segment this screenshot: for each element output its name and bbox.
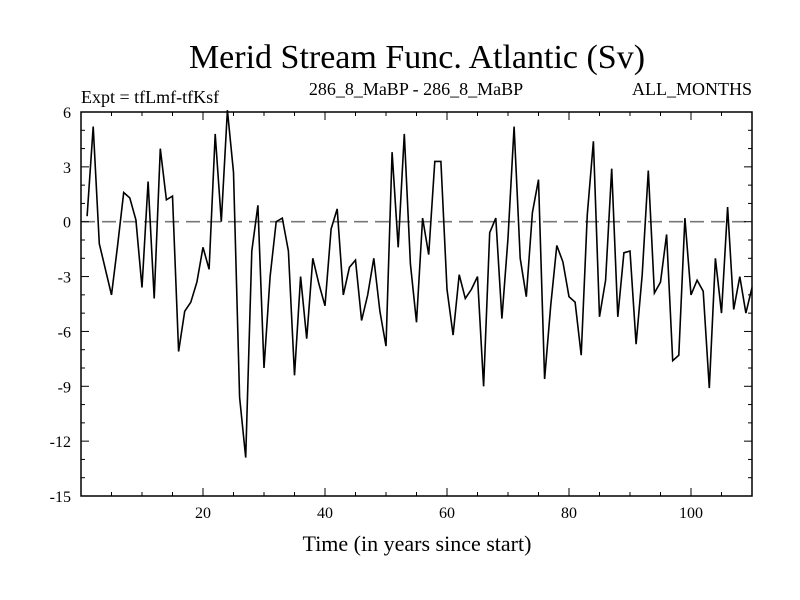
- x-axis-label: Time (in years since start): [303, 531, 532, 556]
- y-tick-label: 0: [63, 215, 71, 232]
- x-tick-label: 20: [195, 505, 211, 522]
- tick-labels: 20 40 60 80 100 6 3 0 -3 -6 -9 -12 -15: [50, 105, 703, 522]
- y-tick-label: -15: [50, 489, 71, 506]
- y-tick-label: -6: [58, 324, 71, 341]
- x-tick-label: 40: [317, 505, 333, 522]
- experiment-label: Expt = tfLmf-tfKsf: [81, 87, 219, 107]
- y-tick-label: -3: [58, 270, 71, 287]
- y-tick-label: 6: [63, 105, 71, 122]
- x-tick-label: 100: [679, 505, 703, 522]
- y-tick-label: 3: [63, 160, 71, 177]
- axis-ticks: [81, 111, 752, 497]
- months-label: ALL_MONTHS: [632, 79, 752, 99]
- x-tick-label: 80: [561, 505, 577, 522]
- y-tick-label: -12: [50, 434, 71, 451]
- period-label: 286_8_MaBP - 286_8_MaBP: [309, 79, 523, 99]
- x-tick-label: 60: [439, 505, 455, 522]
- plot-frame: [80, 111, 753, 497]
- series-line: [86, 110, 753, 458]
- y-tick-label: -9: [58, 379, 71, 396]
- chart-title: Merid Stream Func. Atlantic (Sv): [189, 39, 645, 76]
